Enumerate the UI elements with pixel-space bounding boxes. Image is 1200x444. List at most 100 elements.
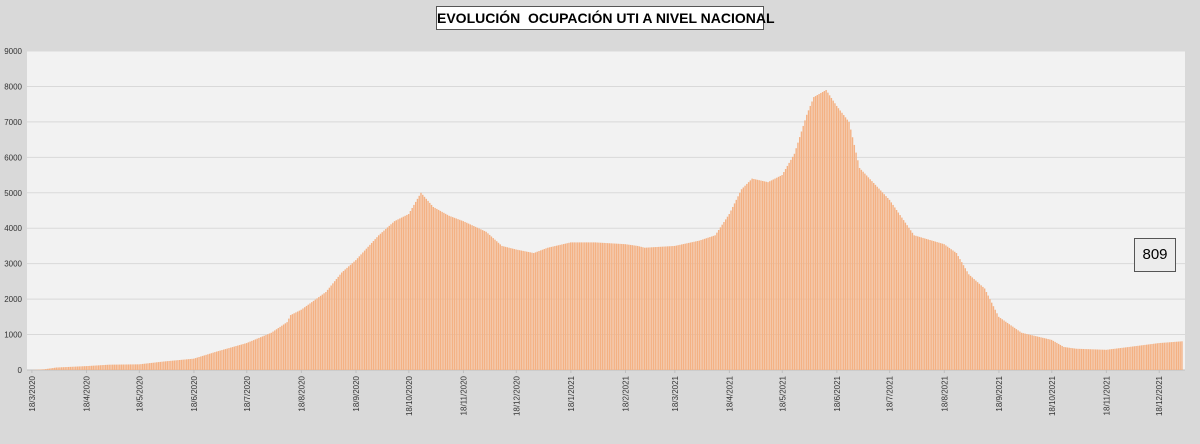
bar xyxy=(490,236,493,370)
bar xyxy=(1177,341,1180,370)
bar xyxy=(230,347,232,370)
bar xyxy=(948,247,951,370)
bar xyxy=(936,242,938,370)
bar xyxy=(700,240,702,370)
bar xyxy=(180,359,183,370)
bar xyxy=(473,226,475,370)
bar xyxy=(466,222,468,370)
bar xyxy=(1006,322,1009,370)
bar xyxy=(311,302,313,370)
bar xyxy=(968,274,970,370)
bar xyxy=(608,243,611,370)
bar xyxy=(87,365,89,370)
bar xyxy=(573,242,575,370)
bar xyxy=(825,89,827,371)
bar xyxy=(832,100,834,371)
bar xyxy=(212,352,214,370)
bar xyxy=(728,214,730,370)
bar xyxy=(1026,334,1028,370)
bar xyxy=(342,270,345,370)
bar xyxy=(395,220,398,370)
bar xyxy=(730,210,732,370)
bar xyxy=(369,244,371,370)
bar xyxy=(927,239,929,370)
bar xyxy=(261,336,264,370)
bar xyxy=(814,96,817,370)
bar xyxy=(954,251,956,370)
bar xyxy=(492,238,494,370)
bar xyxy=(1035,336,1037,370)
bar xyxy=(360,254,362,370)
bar xyxy=(867,177,870,370)
bar xyxy=(1094,349,1097,370)
bar xyxy=(52,368,54,370)
bar xyxy=(1170,342,1173,370)
bar xyxy=(318,297,320,370)
bar xyxy=(1045,338,1048,370)
x-tick-label: 18/3/2021 xyxy=(671,375,680,411)
bar xyxy=(932,241,935,370)
bar xyxy=(804,120,806,371)
bar xyxy=(952,250,954,370)
bar xyxy=(90,365,93,370)
bar xyxy=(270,332,272,370)
bar xyxy=(265,334,267,370)
bar xyxy=(938,242,940,370)
bar xyxy=(321,294,324,370)
bar xyxy=(140,364,142,370)
bar xyxy=(878,188,880,370)
bar xyxy=(813,97,815,370)
bar xyxy=(177,360,179,370)
bar xyxy=(591,242,593,370)
bar xyxy=(1082,348,1085,370)
bar xyxy=(806,114,808,370)
bar xyxy=(363,250,366,370)
bar xyxy=(186,359,188,370)
bar xyxy=(75,366,77,370)
bar xyxy=(305,305,308,370)
bar xyxy=(929,240,931,370)
bar xyxy=(189,358,191,370)
bar xyxy=(404,215,406,370)
bar xyxy=(392,222,394,370)
bar xyxy=(892,204,894,370)
bar xyxy=(1070,347,1072,370)
bar xyxy=(619,243,621,370)
bar xyxy=(511,248,514,370)
bar xyxy=(686,243,688,370)
bar xyxy=(152,362,154,370)
bar xyxy=(326,289,329,370)
bar xyxy=(210,353,213,370)
bar xyxy=(1003,320,1005,370)
bar xyxy=(784,168,787,370)
bar xyxy=(184,359,186,370)
bar xyxy=(570,242,572,370)
bar xyxy=(753,178,755,370)
bar xyxy=(215,351,218,370)
bar xyxy=(679,244,681,370)
bar xyxy=(358,256,361,370)
bar xyxy=(307,304,309,370)
bar xyxy=(1153,343,1155,370)
bar xyxy=(362,252,364,370)
bar xyxy=(850,129,852,370)
y-tick-label: 0 xyxy=(18,366,23,375)
bar xyxy=(865,175,868,370)
bar xyxy=(607,243,609,370)
bar xyxy=(582,242,584,370)
bar xyxy=(605,243,607,370)
bar xyxy=(143,363,146,370)
bar xyxy=(200,356,202,370)
bar xyxy=(136,364,139,370)
bar xyxy=(175,360,177,370)
bar xyxy=(281,325,283,370)
bar xyxy=(112,364,114,370)
bar xyxy=(228,348,230,370)
bar xyxy=(383,230,385,370)
bar xyxy=(853,144,856,370)
bar xyxy=(939,243,942,370)
bar xyxy=(693,241,695,370)
bar xyxy=(881,192,884,370)
bar xyxy=(503,246,505,370)
bar xyxy=(925,238,928,370)
